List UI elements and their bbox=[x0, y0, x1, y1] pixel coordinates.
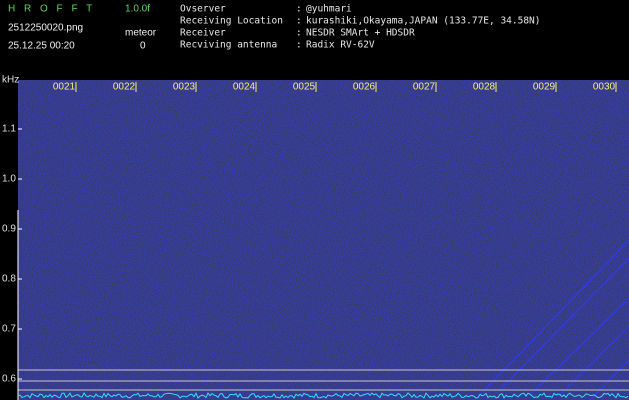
time-label: 0030 bbox=[593, 82, 616, 93]
time-label: 0021 bbox=[53, 82, 76, 93]
freq-tick-label: 0.9 bbox=[2, 224, 16, 235]
info-separator: : bbox=[296, 4, 302, 15]
spectrogram-noise bbox=[18, 80, 629, 400]
time-label: 0027 bbox=[413, 82, 436, 93]
info-value: NESDR SMArt + HDSDR bbox=[306, 28, 415, 39]
timestamp: 25.12.25 00:20 bbox=[8, 41, 75, 52]
freq-tick-label: 1.1 bbox=[2, 124, 16, 135]
freq-tick-label: 1.0 bbox=[2, 174, 16, 185]
signal-trace bbox=[17, 392, 629, 399]
freq-tick-label: 0.7 bbox=[2, 324, 16, 335]
info-separator: : bbox=[296, 40, 302, 51]
marker-lines bbox=[18, 369, 629, 391]
info-separator: : bbox=[296, 28, 302, 39]
unit-label: kHz bbox=[2, 75, 19, 86]
time-label: 0028 bbox=[473, 82, 496, 93]
info-label: Receiving Location bbox=[180, 16, 283, 27]
app-name: H R O F F T bbox=[8, 4, 95, 15]
info-value: @yuhmari bbox=[306, 4, 352, 15]
file-name: 2512250020.png bbox=[8, 23, 83, 34]
time-label: 0025 bbox=[293, 82, 316, 93]
time-label: 0026 bbox=[353, 82, 376, 93]
meteor-traces bbox=[474, 239, 629, 400]
info-label: Recviving antenna bbox=[180, 40, 277, 51]
freq-tick-label: 0.8 bbox=[2, 274, 16, 285]
info-value: kurashiki,Okayama,JAPAN (133.77E, 34.58N… bbox=[306, 16, 541, 27]
time-label: 0022 bbox=[113, 82, 136, 93]
info-label: Receiver bbox=[180, 28, 226, 39]
time-label: 0029 bbox=[533, 82, 556, 93]
info-separator: : bbox=[296, 16, 302, 27]
app-version: 1.0.0f bbox=[125, 4, 150, 15]
info-value: Radix RV-62V bbox=[306, 40, 375, 51]
freq-tick-label: 0.6 bbox=[2, 374, 16, 385]
meteor-count: 0 bbox=[140, 41, 146, 52]
time-label: 0023 bbox=[173, 82, 196, 93]
time-label: 0024 bbox=[233, 82, 256, 93]
info-label: Ovserver bbox=[180, 4, 226, 15]
meteor-label: meteor bbox=[125, 28, 157, 39]
